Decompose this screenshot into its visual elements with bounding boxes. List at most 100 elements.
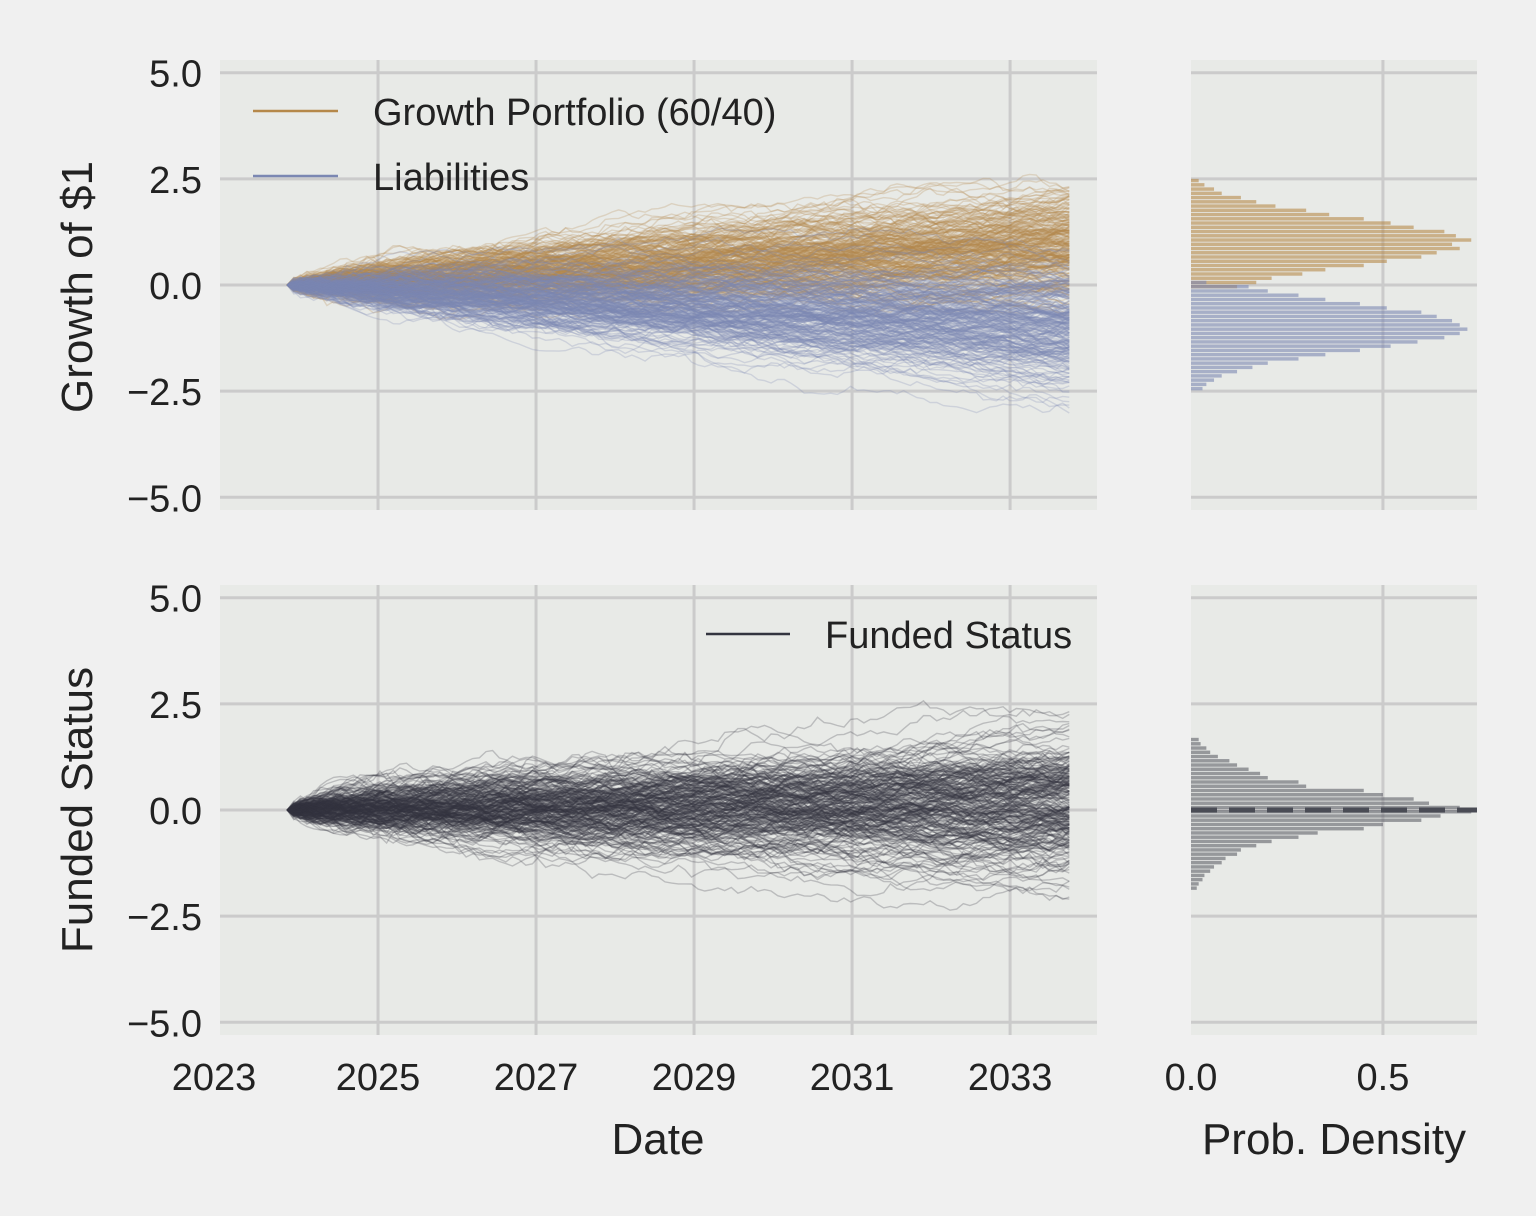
simulated-path <box>287 789 1070 824</box>
simulated-path <box>286 211 1070 297</box>
simulated-path <box>287 282 1070 374</box>
simulated-path <box>286 221 1070 293</box>
simulated-path <box>287 216 1070 296</box>
simulated-path <box>287 282 1070 331</box>
simulated-path <box>287 284 1070 320</box>
histogram-bar <box>1191 335 1445 340</box>
simulated-path <box>287 275 1070 322</box>
simulated-path <box>286 284 1070 330</box>
simulated-path <box>286 275 1070 356</box>
simulated-path <box>287 247 1070 297</box>
simulated-path <box>287 250 1070 287</box>
simulated-path <box>287 278 1070 352</box>
simulated-path <box>286 281 1070 358</box>
simulated-path <box>287 270 1070 300</box>
simulated-path <box>287 790 1070 839</box>
simulated-path <box>287 284 1070 316</box>
histogram-bar <box>1191 856 1226 861</box>
simulated-path <box>286 205 1070 286</box>
simulated-path <box>287 255 1070 301</box>
simulated-path <box>287 233 1070 296</box>
simulated-path <box>286 767 1070 822</box>
simulated-path <box>287 273 1070 311</box>
simulated-path <box>286 215 1070 295</box>
simulated-path <box>287 195 1070 293</box>
simulated-path <box>286 281 1070 384</box>
simulated-path <box>286 283 1070 370</box>
simulated-path <box>286 283 1070 361</box>
simulated-path <box>286 253 1070 289</box>
simulated-path <box>286 271 1070 351</box>
simulated-path <box>286 284 1070 333</box>
simulated-path <box>287 248 1070 294</box>
simulated-path <box>286 238 1070 295</box>
simulated-path <box>287 284 1070 333</box>
simulated-path <box>287 224 1070 294</box>
simulated-path <box>287 786 1070 820</box>
simulated-path <box>286 280 1070 356</box>
simulated-path <box>287 262 1070 293</box>
simulated-path <box>286 275 1070 338</box>
simulated-path <box>286 275 1070 341</box>
simulated-path <box>287 252 1070 294</box>
simulated-path <box>286 250 1070 301</box>
simulated-path <box>286 806 1070 874</box>
simulated-path <box>286 797 1070 838</box>
histogram-bar <box>1191 318 1453 323</box>
simulated-path <box>286 280 1070 356</box>
simulated-path <box>286 282 1070 314</box>
simulated-path <box>287 279 1070 323</box>
histogram-bar <box>1191 276 1272 280</box>
simulated-path <box>286 256 1070 291</box>
simulated-path <box>286 278 1070 302</box>
simulated-path <box>287 239 1070 286</box>
simulated-path <box>286 267 1070 324</box>
simulated-path <box>287 243 1070 294</box>
simulated-path <box>286 775 1070 812</box>
simulated-path <box>286 269 1070 345</box>
histogram-bar <box>1191 178 1199 183</box>
simulated-path <box>286 259 1070 304</box>
simulated-path <box>286 239 1070 316</box>
simulated-path <box>286 269 1070 293</box>
simulated-path <box>287 795 1070 838</box>
simulated-path <box>287 252 1070 297</box>
histogram-bar <box>1191 331 1460 336</box>
simulated-path <box>286 274 1070 294</box>
simulated-path <box>287 798 1070 843</box>
simulated-path <box>287 273 1070 319</box>
simulated-path <box>287 265 1070 287</box>
simulated-path <box>286 280 1070 335</box>
histogram-bar <box>1191 327 1468 331</box>
simulated-path <box>287 231 1070 287</box>
simulated-path <box>287 196 1070 292</box>
simulated-path <box>287 282 1070 360</box>
simulated-path <box>287 788 1070 830</box>
simulated-path <box>286 778 1070 836</box>
simulated-path <box>286 786 1070 839</box>
simulated-path <box>286 190 1070 292</box>
simulated-path <box>286 281 1070 303</box>
simulated-path <box>287 276 1070 316</box>
simulated-path <box>286 234 1070 286</box>
simulated-path <box>286 235 1070 286</box>
simulated-path <box>287 221 1070 287</box>
histogram-bar <box>1191 352 1326 357</box>
simulated-path <box>287 204 1070 289</box>
top-ylabel: Growth of $1 <box>53 161 102 413</box>
simulated-path <box>287 281 1070 356</box>
simulated-path <box>286 284 1070 334</box>
simulated-path <box>286 284 1070 337</box>
simulated-path <box>287 223 1070 287</box>
histogram-bar <box>1191 314 1437 319</box>
simulated-path <box>286 284 1070 348</box>
simulated-path <box>286 253 1070 291</box>
simulated-path <box>286 760 1070 819</box>
simulated-path <box>287 282 1070 321</box>
simulated-path <box>287 255 1070 304</box>
simulated-path <box>286 248 1070 295</box>
simulated-path <box>287 240 1070 286</box>
simulated-path <box>287 190 1070 295</box>
histogram-growth-portfolio-60-40- <box>1191 178 1472 289</box>
simulated-path <box>287 255 1070 297</box>
